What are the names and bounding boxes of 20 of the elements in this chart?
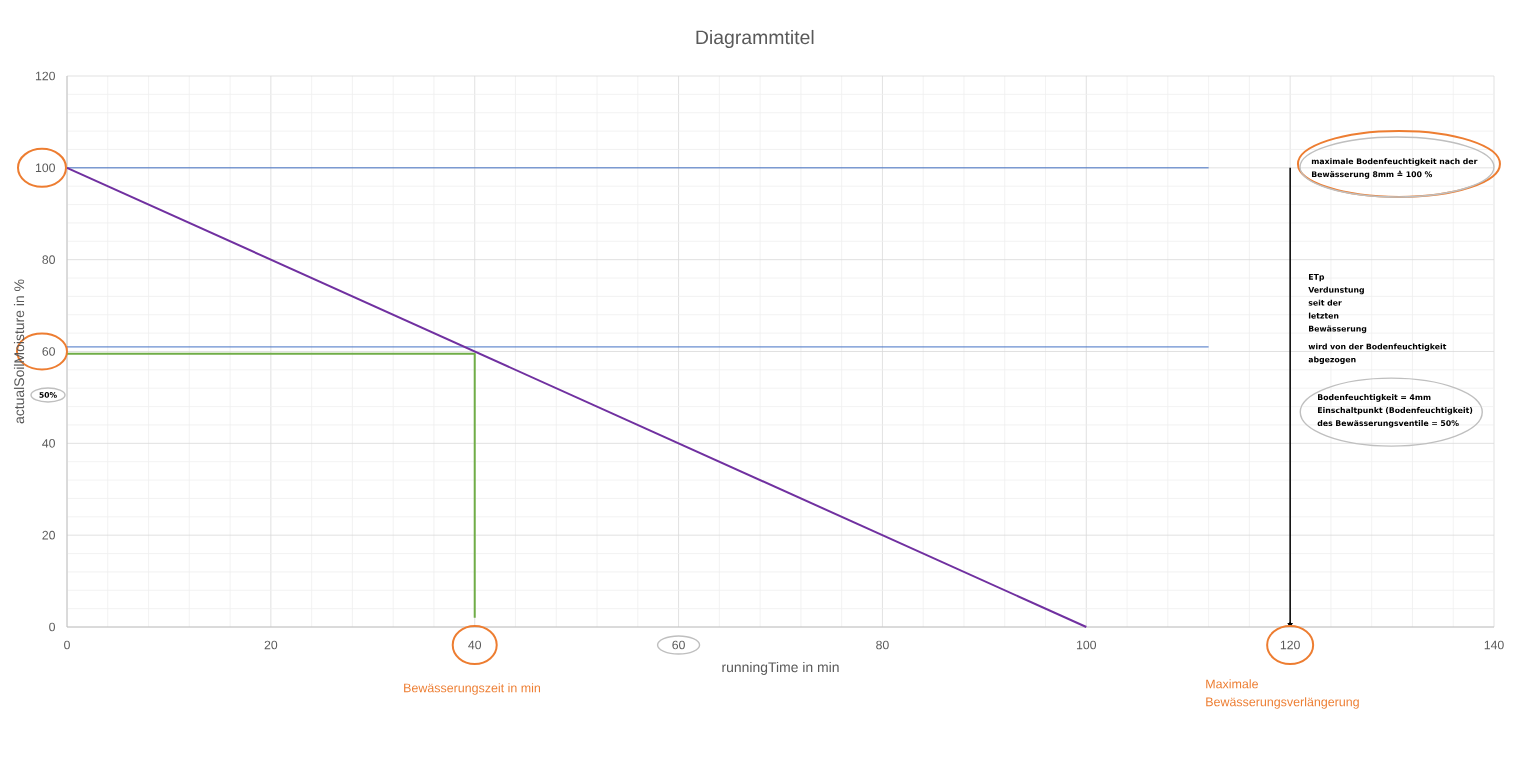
y-tick-label: 100 <box>35 163 55 173</box>
y-tick-label: 20 <box>42 530 55 540</box>
y-axis-title: actualSoilMoisture in % <box>13 279 25 424</box>
x-tick-label: 0 <box>64 640 70 650</box>
text: Maximale Bewässerungsverlängerung <box>1206 679 1359 709</box>
y-tick-label: 40 <box>42 439 55 448</box>
y-tick-label: 120 <box>35 71 55 81</box>
chart-title: Diagrammtitel <box>696 29 814 49</box>
y-tick-label: 60 <box>42 347 55 356</box>
x-tick-label: 40 <box>468 640 482 650</box>
text: Bewässerungszeit in min <box>404 683 541 695</box>
y-tick-label: 80 <box>42 255 55 265</box>
x-tick-label: 60 <box>672 640 685 650</box>
x-tick-label: 120 <box>1280 640 1300 650</box>
x-tick-label: 20 <box>264 640 278 650</box>
x-tick-label: 140 <box>1484 640 1504 650</box>
x-tick-label: 100 <box>1077 640 1097 650</box>
y-tick-label: 0 <box>49 622 55 632</box>
x-tick-label: 80 <box>876 640 889 650</box>
x-axis-title: runningTime in min <box>722 661 839 675</box>
